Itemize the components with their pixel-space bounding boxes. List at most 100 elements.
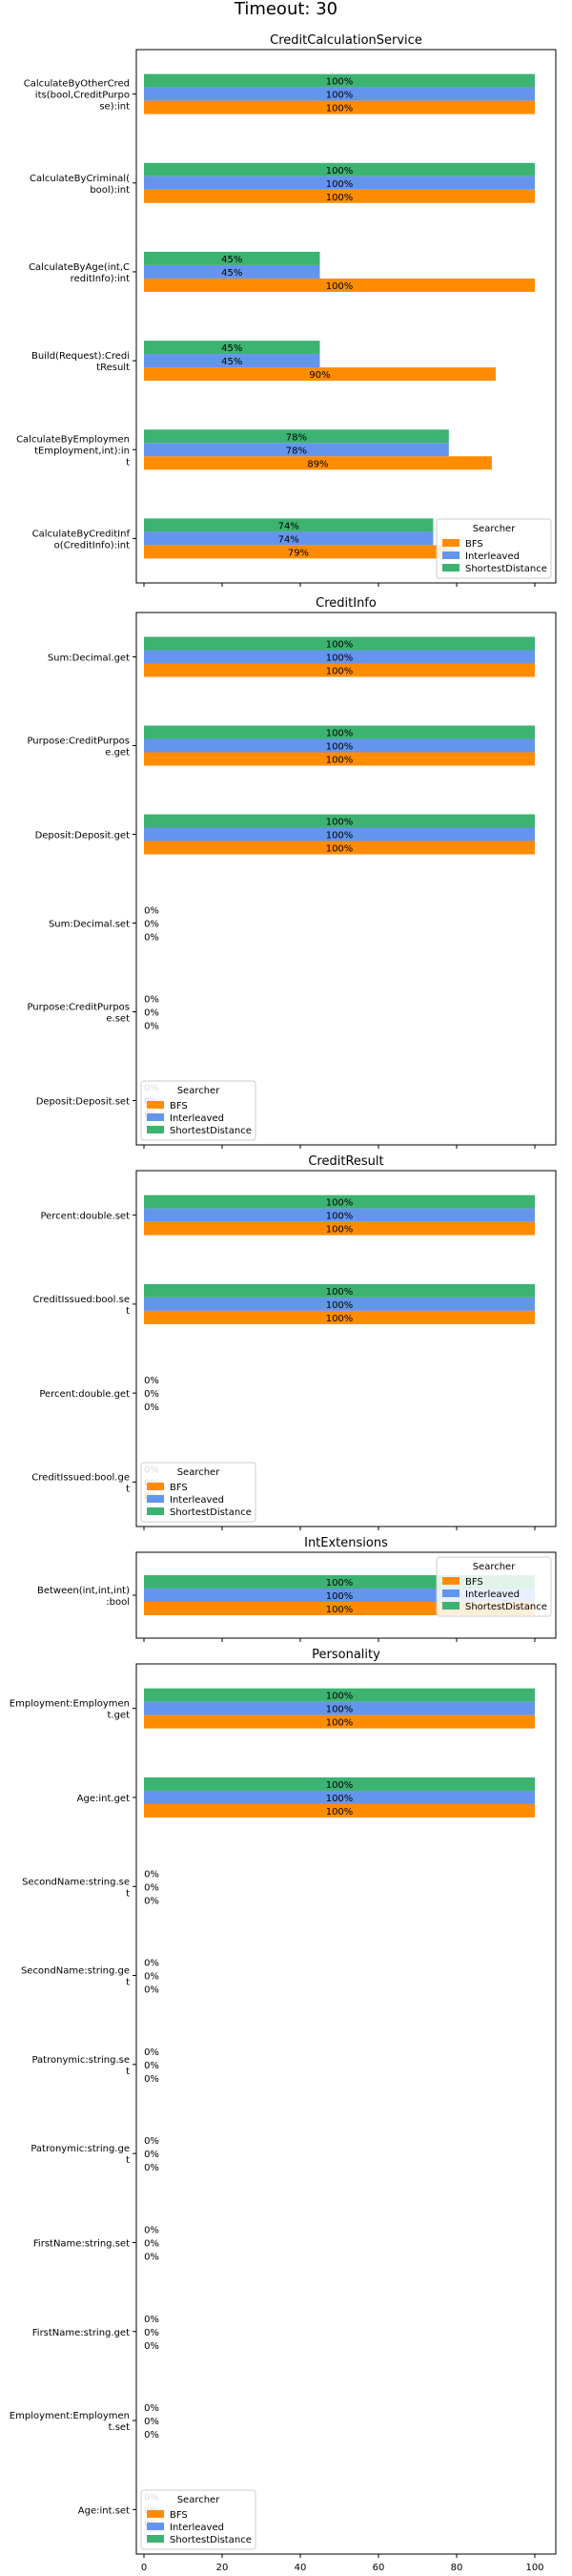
- legend-swatch: [442, 1577, 460, 1585]
- bar-interleaved: [144, 1701, 535, 1715]
- data-label: 0%: [144, 1972, 159, 1983]
- legend-entry: Interleaved: [170, 1495, 224, 1506]
- bar-interleaved: [144, 738, 535, 753]
- legend-entry: Interleaved: [170, 1113, 224, 1124]
- data-label: 45%: [221, 255, 242, 265]
- legend-entry: ShortestDistance: [170, 2535, 252, 2545]
- data-label: 100%: [326, 1591, 354, 1602]
- bar-interleaved: [144, 87, 535, 101]
- data-label: 0%: [144, 933, 159, 944]
- x-tick-label: 0: [141, 2563, 147, 2573]
- data-label: 0%: [144, 2341, 159, 2352]
- bar-shortestdistance: [144, 251, 320, 265]
- data-label: 0%: [144, 2252, 159, 2262]
- data-label: 0%: [144, 1022, 159, 1032]
- data-label: 100%: [326, 844, 354, 855]
- bar-interleaved: [144, 650, 535, 664]
- data-label: 0%: [144, 1882, 159, 1893]
- bar-shortestdistance: [144, 1776, 535, 1791]
- plot-frame: [135, 612, 557, 1146]
- bar-shortestdistance: [144, 1688, 535, 1702]
- bar-interleaved: [144, 531, 434, 546]
- legend-title: Searcher: [473, 1562, 517, 1572]
- bar-bfs: [144, 100, 535, 114]
- bar-interleaved: [144, 443, 449, 457]
- y-tick-label: Patronymic:string.ge t: [31, 2144, 130, 2166]
- legend-entry: ShortestDistance: [465, 1602, 547, 1612]
- y-tick-label: Deposit:Deposit.get: [35, 831, 131, 841]
- data-label: 100%: [326, 729, 354, 739]
- panel-title: Personality: [312, 1648, 380, 1662]
- bar-shortestdistance: [144, 1283, 535, 1298]
- data-label: 100%: [326, 281, 354, 292]
- legend-entry: BFS: [465, 1577, 483, 1588]
- legend-title: Searcher: [177, 1467, 221, 1478]
- y-tick-label: FirstName:string.get: [32, 2328, 130, 2338]
- data-label: 100%: [326, 756, 354, 766]
- bar-bfs: [144, 1803, 535, 1818]
- x-tick-label: 20: [216, 2563, 229, 2573]
- bar-interleaved: [144, 354, 320, 368]
- data-label: 45%: [221, 268, 242, 279]
- bar-shortestdistance: [144, 162, 535, 177]
- legend-entry: ShortestDistance: [465, 564, 547, 574]
- bar-shortestdistance: [144, 814, 535, 828]
- data-label: 0%: [144, 995, 159, 1006]
- data-label: 100%: [326, 818, 354, 828]
- data-label: 100%: [326, 831, 354, 841]
- y-tick-label: Percent:double.set: [40, 1212, 130, 1222]
- y-tick-label: CalculateByCriminal(bool):int: [30, 174, 130, 196]
- data-label: 0%: [144, 2430, 159, 2441]
- data-label: 0%: [144, 1896, 159, 1906]
- x-tick-label: 100: [525, 2563, 543, 2573]
- data-label: 100%: [326, 742, 354, 753]
- y-tick-label: Purpose:CreditPurpos e.get: [27, 737, 130, 758]
- data-label: 0%: [144, 2403, 159, 2414]
- data-label: 100%: [326, 667, 354, 677]
- data-label: 79%: [288, 548, 309, 558]
- data-label: 45%: [221, 343, 242, 354]
- data-label: 78%: [286, 432, 307, 443]
- data-label: 100%: [326, 654, 354, 664]
- data-label: 78%: [286, 446, 307, 456]
- y-tick-label: CreditIssued:bool.se t: [32, 1295, 130, 1317]
- plot-frame: [135, 1663, 557, 2555]
- legend-swatch: [147, 1507, 164, 1515]
- data-label: 100%: [326, 166, 354, 177]
- y-tick-label: Employment:Employmen t.set: [10, 2411, 130, 2433]
- y-tick-label: FirstName:string.set: [33, 2238, 130, 2249]
- panel-title: CreditResult: [308, 1154, 383, 1169]
- legend-entry: Interleaved: [465, 1589, 520, 1600]
- legend-swatch: [147, 1101, 164, 1109]
- data-label: 100%: [326, 1212, 354, 1222]
- legend-swatch: [147, 2523, 164, 2530]
- bar-shortestdistance: [144, 636, 535, 651]
- data-label: 100%: [326, 1198, 354, 1209]
- data-label: 100%: [326, 1705, 354, 1715]
- data-label: 0%: [144, 1959, 159, 1969]
- y-tick-label: CalculateByCreditInf o(CreditInfo):int: [32, 529, 131, 551]
- legend-box: [140, 2489, 256, 2550]
- bar-interleaved: [144, 1790, 535, 1804]
- y-tick-label: SecondName:string.ge t: [21, 1966, 130, 1988]
- legend-box: [436, 1556, 552, 1617]
- data-label: 0%: [144, 2047, 159, 2058]
- legend-swatch: [147, 1126, 164, 1133]
- panel-title: IntExtensions: [304, 1536, 388, 1550]
- y-tick-label: CreditIssued:bool.ge t: [31, 1472, 130, 1494]
- panel-title: CreditCalculationService: [270, 33, 422, 48]
- x-tick-label: 60: [373, 2563, 385, 2573]
- bar-interleaved: [144, 264, 320, 279]
- bar-bfs: [144, 663, 535, 677]
- data-label: 74%: [278, 521, 299, 531]
- data-label: 0%: [144, 920, 159, 930]
- legend-box: [436, 518, 552, 579]
- y-tick-label: Patronymic:string.se t: [31, 2055, 130, 2077]
- data-label: 100%: [326, 1807, 354, 1818]
- legend-entry: ShortestDistance: [170, 1126, 252, 1136]
- data-label: 0%: [144, 2315, 159, 2325]
- data-label: 89%: [307, 459, 328, 469]
- legend-swatch: [147, 1483, 164, 1490]
- bar-shortestdistance: [144, 341, 320, 355]
